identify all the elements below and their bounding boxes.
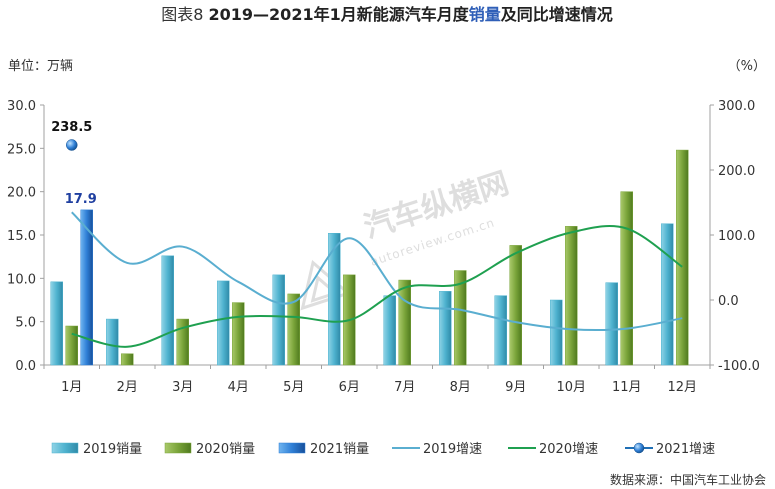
bar-2019销量-2月 [106,318,119,366]
x-tick-label: 3月 [172,380,193,395]
bar-2020销量-1月 [65,325,78,366]
x-tick-label: 9月 [505,380,526,395]
bar-label-2021: 17.9 [65,192,97,207]
x-tick-label: 6月 [339,380,360,395]
bar-2020销量-8月 [454,270,467,366]
bar-2019销量-9月 [494,295,507,366]
y-left-tick-label: 15.0 [7,229,36,244]
bar-2019销量-3月 [161,255,174,366]
legend-label: 2020销量 [196,442,255,457]
legend: 2019销量 2020销量 2021销量 2019增速 2020增速 2021增速 [51,442,715,457]
y-left-tick-label: 20.0 [7,186,36,201]
y-right-tick-label: 300.0 [718,99,755,114]
bar-2020销量-4月 [232,302,245,366]
bar-2019销量-1月 [50,281,63,366]
bar-2020销量-5月 [287,293,300,366]
title-suffix: 及同比增速情况 [501,5,613,24]
x-tick-label: 4月 [228,380,249,395]
line-2019增速 [71,211,683,332]
x-tick-label: 8月 [450,380,471,395]
bar-2019销量-10月 [550,299,563,366]
x-ticks: 1月 2月 3月 4月 5月 6月 7月 8月 9月 10月 11月 12月 [43,365,711,395]
chart-title: 图表8 2019—2021年1月新能源汽车月度销量及同比增速情况 [161,5,613,24]
y-left-tick-label: 10.0 [7,272,36,287]
x-tick-label: 1月 [61,380,82,395]
title-main: 2019—2021年1月新能源汽车月度 [209,5,470,24]
bar-2020销量-9月 [509,245,522,366]
y-left-tick-label: 25.0 [7,142,36,157]
points [66,139,78,151]
bar-2019销量-7月 [383,295,396,366]
x-tick-label: 12月 [667,380,697,395]
x-tick-label: 5月 [283,380,304,395]
bar-2019销量-8月 [439,291,452,366]
y-right-ticks: -100.0 0.0 100.0 200.0 300.0 [710,99,760,374]
legend-label: 2021增速 [656,442,715,457]
bars [50,149,689,366]
source-note: 数据来源：中国汽车工业协会 [610,472,766,487]
y-right-tick-label: 200.0 [718,164,755,179]
bar-2019销量-5月 [272,274,285,366]
legend-swatch [51,442,79,454]
y-right-unit: （%） [728,59,766,74]
legend-label: 2020增速 [539,442,598,457]
bar-2020销量-11月 [620,191,633,366]
bar-2019销量-6月 [328,233,341,366]
point-label-2021: 238.5 [51,120,92,135]
data-labels: 238.5 17.9 [51,120,97,207]
bar-2020销量-7月 [398,279,411,366]
legend-label: 2019销量 [83,442,142,457]
x-tick-label: 10月 [556,380,586,395]
y-left-tick-label: 30.0 [7,99,36,114]
line-2020增速 [71,225,683,348]
y-right-tick-label: -100.0 [718,359,760,374]
bar-2019销量-4月 [217,280,230,366]
bar-2020销量-3月 [176,318,189,366]
bar-2019销量-11月 [605,282,618,366]
point-2021增速 [66,139,78,151]
y-right-tick-label: 0.0 [718,294,739,309]
bar-2020销量-12月 [676,149,689,366]
y-left-tick-label: 0.0 [15,359,36,374]
y-left-tick-label: 5.0 [15,316,36,331]
x-tick-label: 11月 [612,380,642,395]
title-highlight: 销量 [469,5,501,24]
legend-swatch-point [633,442,645,454]
bar-2021销量-1月 [80,209,93,366]
legend-label: 2021销量 [310,442,369,457]
bar-2019销量-12月 [661,223,674,366]
title-prefix: 图表8 [161,5,203,24]
legend-label: 2019增速 [423,442,482,457]
y-left-ticks: 0.0 5.0 10.0 15.0 20.0 25.0 30.0 [7,99,44,374]
bar-2020销量-2月 [121,353,134,366]
lines [71,211,683,348]
y-right-tick-label: 100.0 [718,229,755,244]
bar-2020销量-10月 [565,226,578,366]
y-left-unit: 单位：万辆 [8,59,73,74]
legend-swatch [164,442,192,454]
legend-swatch [278,442,306,454]
x-tick-label: 2月 [117,380,138,395]
x-tick-label: 7月 [394,380,415,395]
